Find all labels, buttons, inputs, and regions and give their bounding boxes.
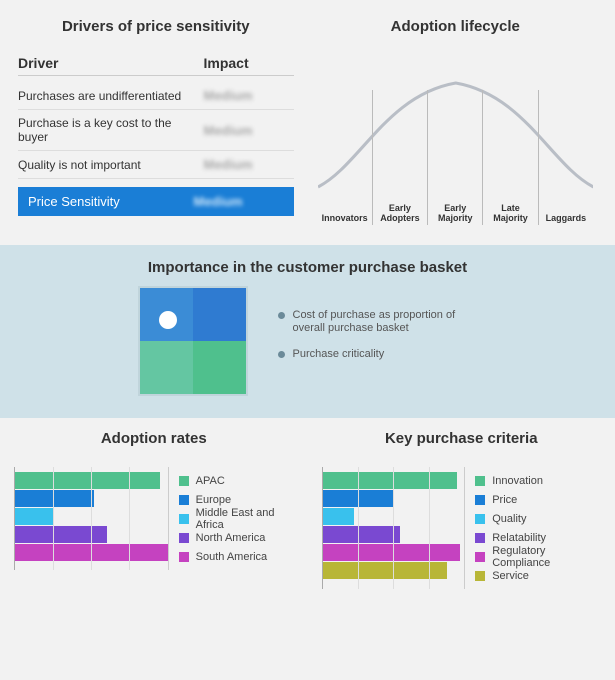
legend-label: Quality <box>492 513 526 525</box>
basket-panel: Importance in the customer purchase bask… <box>0 245 615 418</box>
lifecycle-segment-label: Laggards <box>538 90 593 225</box>
criteria-legend: Innovation Price Quality RelatabilityRegula… <box>475 467 601 589</box>
adoption-rates-legend: APAC EuropeMiddle East and AfricaNorth Am… <box>179 467 294 570</box>
legend-swatch <box>179 533 189 543</box>
basket-marker-dot <box>159 311 177 329</box>
legend-item: Middle East and Africa <box>179 509 294 528</box>
legend-swatch <box>475 476 485 486</box>
basket-title: Importance in the customer purchase bask… <box>18 259 597 276</box>
drivers-row-driver: Quality is not important <box>18 158 204 172</box>
legend-label: Europe <box>196 494 231 506</box>
lifecycle-title: Adoption lifecycle <box>318 18 594 35</box>
drivers-panel: Drivers of price sensitivity Driver Impa… <box>0 0 308 245</box>
legend-label: Price <box>492 494 517 506</box>
legend-swatch <box>179 514 189 524</box>
quad-bottom-left <box>140 341 193 394</box>
bar <box>15 490 94 507</box>
legend-label: Innovation <box>492 475 543 487</box>
adoption-rates-bars <box>14 467 169 570</box>
drivers-row-impact: Medium <box>204 123 294 138</box>
basket-legend-text: Purchase criticality <box>293 348 385 361</box>
legend-swatch <box>179 495 189 505</box>
bar <box>323 544 460 561</box>
drivers-summary-label: Price Sensitivity <box>28 194 194 209</box>
legend-label: APAC <box>196 475 225 487</box>
lifecycle-segment-label: EarlyMajority <box>427 90 482 225</box>
legend-swatch <box>179 476 189 486</box>
legend-item: North America <box>179 528 294 547</box>
drivers-row: Quality is not importantMedium <box>18 151 294 179</box>
legend-swatch <box>475 552 485 562</box>
drivers-table-head: Driver Impact <box>18 55 294 76</box>
drivers-row: Purchase is a key cost to the buyerMediu… <box>18 110 294 151</box>
legend-label: Relatability <box>492 532 546 544</box>
quad-bottom-right <box>193 341 246 394</box>
criteria-panel: Key purchase criteria Innovation Price Qua… <box>308 430 615 599</box>
basket-legend: Cost of purchase as proportion of overal… <box>278 309 478 373</box>
legend-item: Service <box>475 566 601 585</box>
basket-legend-text: Cost of purchase as proportion of overal… <box>293 309 478 335</box>
bullet-icon <box>278 351 285 358</box>
basket-legend-item: Purchase criticality <box>278 348 478 361</box>
legend-swatch <box>475 571 485 581</box>
legend-label: South America <box>196 551 268 563</box>
lifecycle-segment-label: Innovators <box>318 90 372 225</box>
legend-label: Service <box>492 570 529 582</box>
legend-label: North America <box>196 532 266 544</box>
legend-label: Regulatory Compliance <box>492 545 601 569</box>
lifecycle-chart: InnovatorsEarlyAdoptersEarlyMajorityLate… <box>318 55 594 225</box>
drivers-row-impact: Medium <box>204 88 294 103</box>
legend-item: Price <box>475 490 601 509</box>
legend-item: Innovation <box>475 471 601 490</box>
bar <box>323 508 354 525</box>
basket-legend-item: Cost of purchase as proportion of overal… <box>278 309 478 335</box>
legend-swatch <box>179 552 189 562</box>
bar <box>323 562 448 579</box>
legend-label: Middle East and Africa <box>196 507 294 531</box>
bar <box>323 490 394 507</box>
bullet-icon <box>278 312 285 319</box>
bar <box>15 508 53 525</box>
lifecycle-panel: Adoption lifecycle InnovatorsEarlyAdopte… <box>308 0 615 245</box>
drivers-row-driver: Purchase is a key cost to the buyer <box>18 116 204 144</box>
lifecycle-segment-label: LateMajority <box>482 90 537 225</box>
legend-swatch <box>475 495 485 505</box>
drivers-row-driver: Purchases are undifferentiated <box>18 89 204 103</box>
criteria-bars <box>322 467 466 589</box>
legend-item: South America <box>179 547 294 566</box>
drivers-summary-impact: Medium <box>194 194 284 209</box>
bar <box>15 526 107 543</box>
legend-item: Quality <box>475 509 601 528</box>
legend-item: APAC <box>179 471 294 490</box>
quad-top-right <box>193 288 246 341</box>
basket-quadrant <box>138 286 248 396</box>
bar <box>323 472 458 489</box>
drivers-row-impact: Medium <box>204 157 294 172</box>
bar <box>15 544 168 561</box>
bar <box>15 472 160 489</box>
drivers-title: Drivers of price sensitivity <box>18 18 294 35</box>
drivers-row: Purchases are undifferentiatedMedium <box>18 82 294 110</box>
criteria-title: Key purchase criteria <box>322 430 602 447</box>
lifecycle-segment-label: EarlyAdopters <box>372 90 427 225</box>
adoption-rates-panel: Adoption rates APAC EuropeMiddle East and… <box>0 430 308 599</box>
drivers-head-impact: Impact <box>204 55 294 71</box>
legend-item: Regulatory Compliance <box>475 547 601 566</box>
drivers-summary-row: Price Sensitivity Medium <box>18 187 294 216</box>
adoption-rates-title: Adoption rates <box>14 430 294 447</box>
drivers-head-driver: Driver <box>18 55 204 71</box>
legend-swatch <box>475 514 485 524</box>
bar <box>323 526 401 543</box>
legend-swatch <box>475 533 485 543</box>
